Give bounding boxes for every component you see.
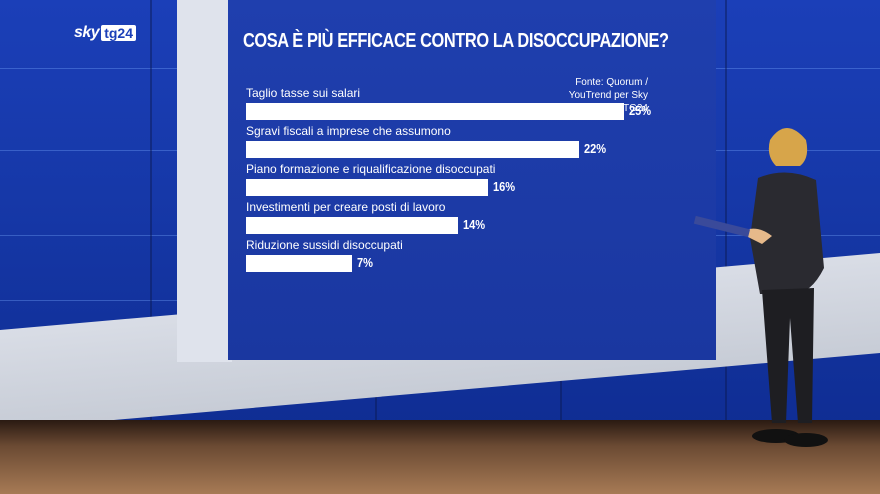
bar-category-label: Piano formazione e riqualificazione diso… xyxy=(246,162,496,176)
bar-value-label: 7% xyxy=(356,255,373,270)
bar xyxy=(246,141,579,158)
chart-title: COSA È PIÙ EFFICACE CONTRO LA DISOCCUPAZ… xyxy=(243,30,669,52)
bar xyxy=(246,179,488,196)
logo-tg24: tg24 xyxy=(101,25,136,41)
chart-source: Fonte: Quorum / YouTrend per Sky TG24 xyxy=(568,77,648,114)
bar-category-label: Investimenti per creare posti di lavoro xyxy=(246,200,446,214)
bar-value-label: 22% xyxy=(583,141,606,156)
bar xyxy=(246,103,624,120)
skytg24-logo: sky tg24 xyxy=(74,24,136,42)
bar-category-label: Riduzione sussidi disoccupati xyxy=(246,238,403,252)
white-column xyxy=(177,0,232,362)
bar-category-label: Sgravi fiscali a imprese che assumono xyxy=(246,124,451,138)
presenter-figure xyxy=(693,128,828,447)
bar xyxy=(246,217,458,234)
studio-floor xyxy=(0,420,880,494)
bar-value-label: 25% xyxy=(629,103,652,118)
bar-category-label: Taglio tasse sui salari xyxy=(246,86,361,100)
bar-value-label: 14% xyxy=(462,217,485,232)
bar-value-label: 16% xyxy=(492,179,516,194)
bar xyxy=(246,255,352,272)
logo-sky: sky xyxy=(74,24,100,41)
